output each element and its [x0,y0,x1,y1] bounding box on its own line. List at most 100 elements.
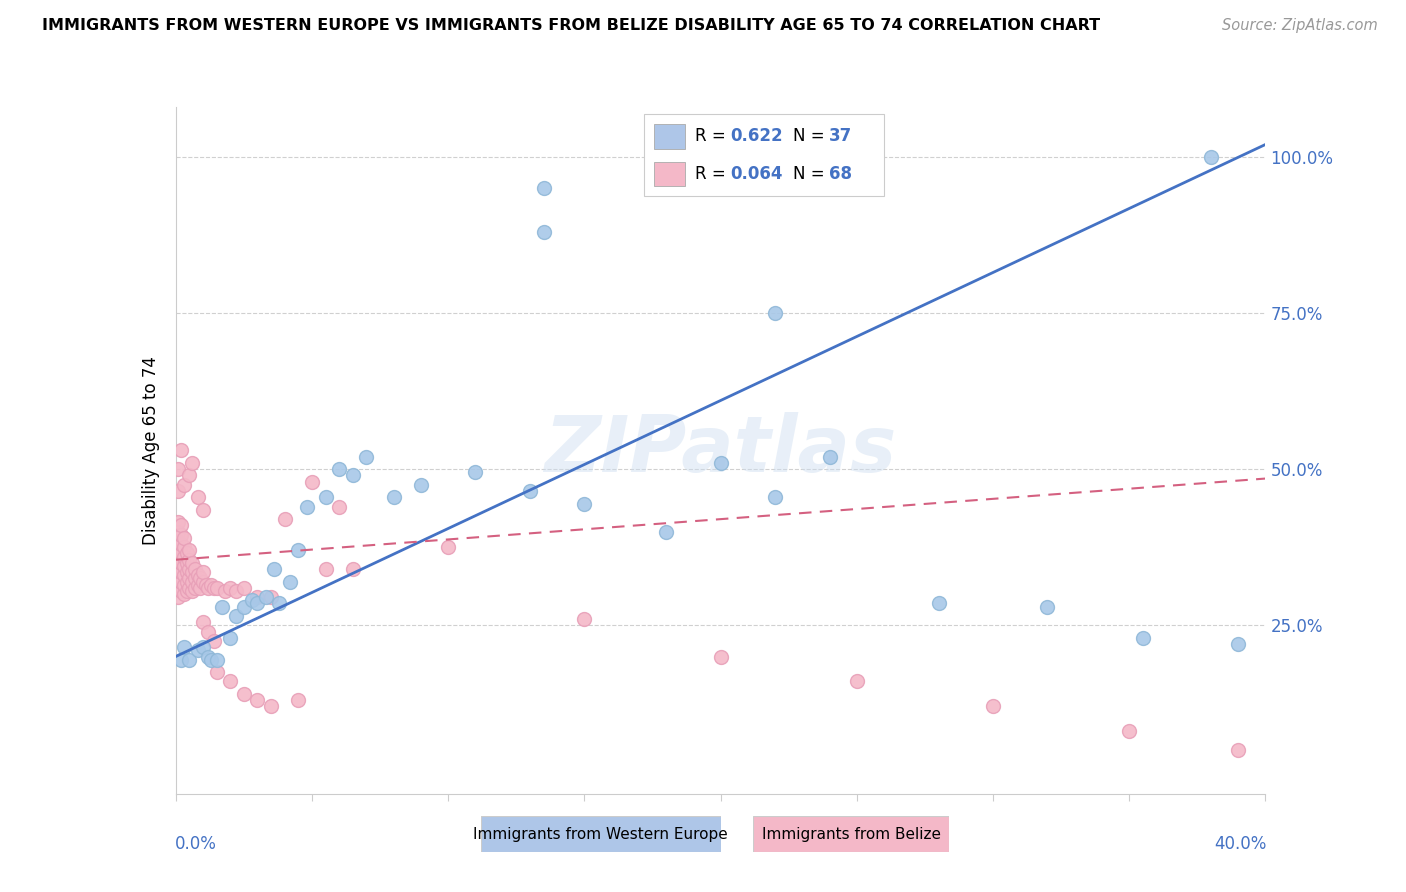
Point [173,640,195,655]
Point [202,581,225,595]
Point [167,571,190,585]
Point [287,693,309,707]
Point [315,491,337,505]
Point [170,546,193,561]
Point [263,562,285,576]
Point [186,578,209,592]
Point [191,615,214,630]
Point [710,456,733,470]
FancyBboxPatch shape [754,816,949,852]
Point [167,581,190,595]
Point [219,631,242,645]
Point [173,568,195,582]
Point [179,581,201,595]
Point [464,466,486,480]
Point [167,516,190,530]
Point [179,468,201,483]
Point [176,556,198,570]
Point [176,546,198,561]
Point [181,584,204,599]
Point [167,591,190,605]
Point [240,593,263,607]
Text: 0.0%: 0.0% [174,835,217,853]
Point [246,693,269,707]
Point [710,649,733,664]
Point [197,649,219,664]
Text: R =: R = [695,165,731,183]
Point [1132,631,1154,645]
Point [219,674,242,689]
Point [260,591,283,605]
Point [181,574,204,589]
Point [274,512,297,526]
Point [170,566,193,580]
Point [928,597,950,611]
Point [186,643,209,657]
Point [191,503,214,517]
Point [342,562,364,576]
Point [533,225,555,239]
Text: R =: R = [695,128,731,145]
Text: 37: 37 [830,128,852,145]
Point [173,531,195,545]
FancyBboxPatch shape [481,816,721,852]
Text: Source: ZipAtlas.com: Source: ZipAtlas.com [1222,18,1378,33]
Point [211,599,233,614]
Point [1227,637,1250,651]
Point [181,456,204,470]
Point [197,581,219,595]
Point [269,597,291,611]
Point [205,581,228,595]
Point [1227,743,1250,757]
Point [167,524,190,539]
Text: Immigrants from Western Europe: Immigrants from Western Europe [474,827,728,841]
Point [167,533,190,548]
Point [176,574,198,589]
Point [170,574,193,589]
Text: 68: 68 [830,165,852,183]
Text: 0.064: 0.064 [731,165,783,183]
Point [315,562,337,576]
Point [167,543,190,558]
Point [342,468,364,483]
Point [818,450,841,464]
Point [173,478,195,492]
Text: 0.622: 0.622 [731,128,783,145]
Point [173,587,195,601]
Point [382,491,405,505]
Point [232,599,254,614]
Y-axis label: Disability Age 65 to 74: Disability Age 65 to 74 [142,356,160,545]
Point [200,653,222,667]
Point [246,591,269,605]
Point [186,491,209,505]
Point [184,562,207,576]
Point [574,496,596,510]
Point [191,640,214,655]
Text: IMMIGRANTS FROM WESTERN EUROPE VS IMMIGRANTS FROM BELIZE DISABILITY AGE 65 TO 74: IMMIGRANTS FROM WESTERN EUROPE VS IMMIGR… [42,18,1101,33]
Point [655,524,678,539]
Point [188,571,211,585]
Point [170,443,193,458]
Text: ZIPatlas: ZIPatlas [544,412,897,489]
Point [205,665,228,680]
Point [179,552,201,567]
Point [981,699,1004,714]
Point [356,450,378,464]
Point [173,549,195,564]
Point [170,584,193,599]
Point [519,483,541,498]
Point [197,624,219,639]
Point [763,491,786,505]
Point [246,597,269,611]
Point [179,562,201,576]
Point [225,608,247,623]
Point [186,568,209,582]
Point [194,578,217,592]
FancyBboxPatch shape [644,114,884,196]
Point [173,558,195,574]
Text: N =: N = [793,165,830,183]
Point [181,566,204,580]
Point [574,612,596,626]
Point [763,306,786,320]
Point [205,653,228,667]
